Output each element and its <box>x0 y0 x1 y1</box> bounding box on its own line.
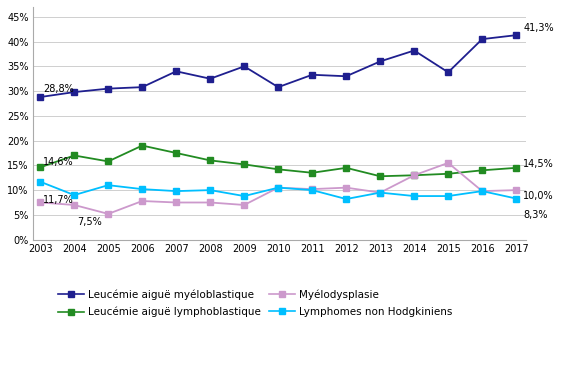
Text: 10,0%: 10,0% <box>523 191 554 201</box>
Text: 28,8%: 28,8% <box>43 84 74 94</box>
Legend: Leucémie aiguë myéloblastique, Leucémie aiguë lymphoblastique, Myélodysplasie, L: Leucémie aiguë myéloblastique, Leucémie … <box>58 289 453 317</box>
Text: 11,7%: 11,7% <box>43 195 74 205</box>
Text: 14,5%: 14,5% <box>523 159 554 169</box>
Text: 8,3%: 8,3% <box>523 210 547 220</box>
Text: 14,6%: 14,6% <box>43 157 74 167</box>
Text: 41,3%: 41,3% <box>523 23 554 33</box>
Text: 7,5%: 7,5% <box>77 217 102 227</box>
